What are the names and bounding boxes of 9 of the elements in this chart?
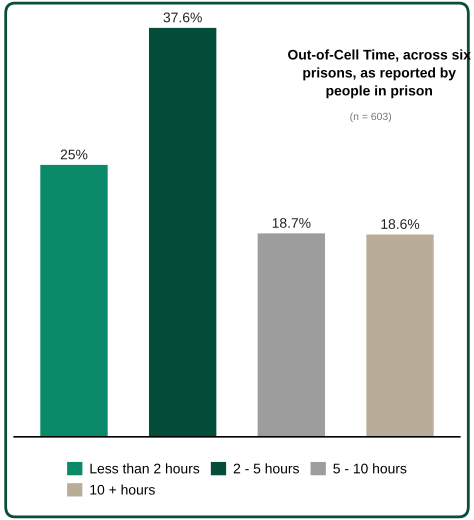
legend-label: Less than 2 hours (90, 463, 200, 474)
data-label: 18.6% (381, 219, 420, 229)
text: (n = 603) (350, 112, 392, 122)
data-label: 18.7% (272, 218, 311, 228)
legend-label: 2 - 5 hours (234, 463, 299, 474)
data-label: 37.6% (164, 12, 202, 22)
data-label: 25% (60, 150, 88, 160)
legend-label: 10 + hours (90, 484, 155, 495)
legend-label: 5 - 10 hours (333, 463, 406, 474)
